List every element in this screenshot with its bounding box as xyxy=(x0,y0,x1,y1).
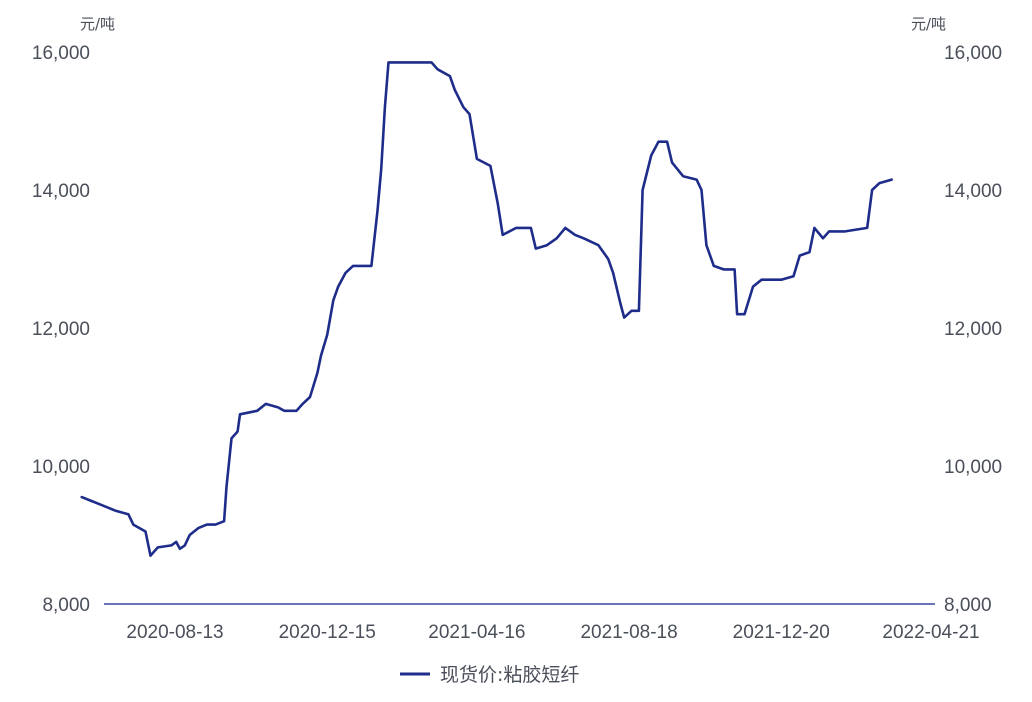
y-tick-label-left: 16,000 xyxy=(32,43,90,64)
y-tick-label-left: 10,000 xyxy=(32,457,90,478)
x-tick-label: 2022-04-21 xyxy=(882,622,979,643)
left-axis-unit: 元/吨 xyxy=(80,15,115,33)
x-tick-label: 2020-12-15 xyxy=(279,622,376,643)
y-tick-label-right: 10,000 xyxy=(944,457,1002,478)
y-tick-label-right: 16,000 xyxy=(944,43,1002,64)
y-tick-label-left: 12,000 xyxy=(32,319,90,340)
y-tick-label-left: 8,000 xyxy=(42,595,90,616)
x-tick-label: 2021-08-18 xyxy=(580,622,677,643)
x-axis-ticks: 2020-08-13 2020-12-15 2021-04-16 2021-08-18… xyxy=(126,622,979,643)
y-tick-label-right: 14,000 xyxy=(944,181,1002,202)
y-tick-label-right: 12,000 xyxy=(944,319,1002,340)
x-tick-label: 2021-12-20 xyxy=(733,622,830,643)
y-tick-label-left: 14,000 xyxy=(32,181,90,202)
x-tick-label: 2021-04-16 xyxy=(428,622,525,643)
right-y-axis-ticks: 8,000 10,000 12,000 14,000 16,000 xyxy=(944,43,1002,616)
series-line xyxy=(80,61,893,557)
right-axis-unit: 元/吨 xyxy=(911,15,946,33)
legend: 现货价:粘胶短纤 xyxy=(400,664,579,686)
left-y-axis-ticks: 8,000 10,000 12,000 14,000 16,000 xyxy=(32,43,90,616)
y-tick-label-right: 8,000 xyxy=(944,595,992,616)
legend-label: 现货价:粘胶短纤 xyxy=(440,664,579,686)
x-tick-label: 2020-08-13 xyxy=(126,622,223,643)
